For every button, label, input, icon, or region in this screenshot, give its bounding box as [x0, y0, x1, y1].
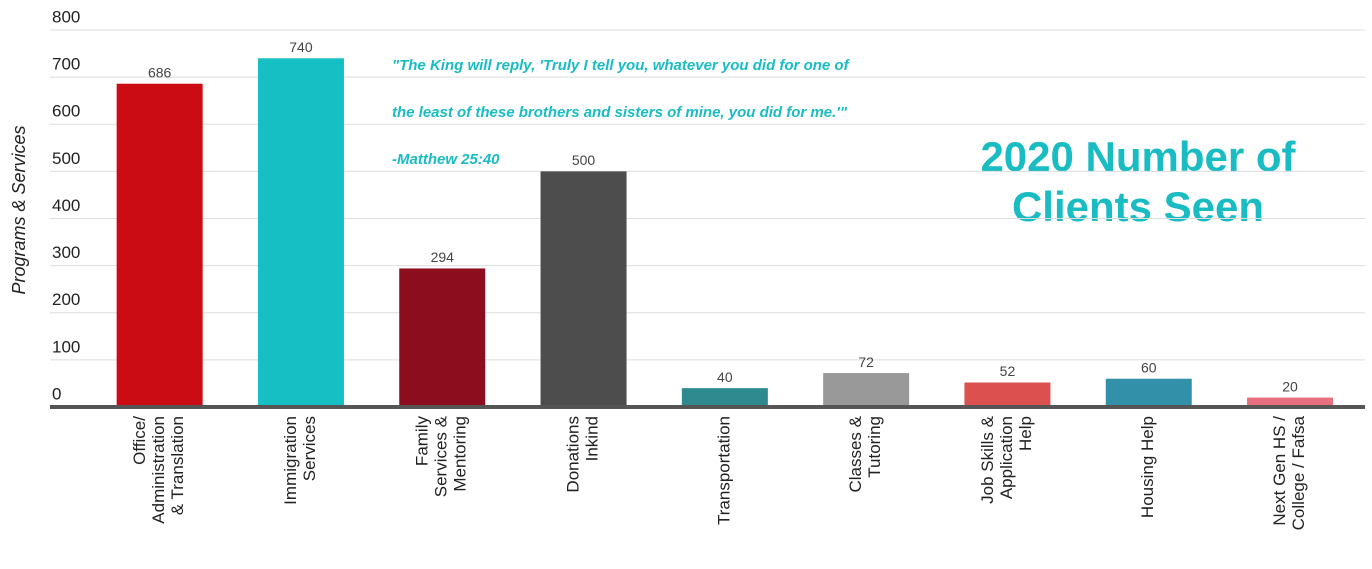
annotation: "The King will reply, 'Truly I tell you,…: [392, 57, 851, 74]
bar: [681, 388, 768, 407]
x-tick-label: Donations: [564, 416, 583, 493]
x-tick-label: Inkind: [583, 416, 602, 461]
y-tick-label: 700: [52, 55, 80, 74]
y-tick-label: 300: [52, 243, 80, 262]
x-tick-label: Classes &: [846, 415, 865, 492]
x-tick-label: Immigration: [281, 416, 300, 505]
y-tick-label: 400: [52, 196, 80, 215]
y-tick-label: 800: [52, 7, 80, 26]
value-label: 740: [289, 39, 313, 55]
x-tick-label: Housing Help: [1138, 416, 1157, 518]
annotation: the least of these brothers and sisters …: [392, 104, 848, 121]
y-axis-label: Programs & Services: [9, 125, 29, 294]
chart-title: Clients Seen: [1012, 183, 1264, 230]
x-tick-label: Help: [1016, 416, 1035, 451]
x-tick-label: Job Skills &: [978, 415, 997, 504]
bar: [1105, 378, 1192, 407]
value-label: 686: [148, 64, 172, 80]
bar: [964, 382, 1051, 407]
bar: [823, 373, 910, 407]
x-tick-label: Tutoring: [865, 416, 884, 478]
x-tick-label: Next Gen HS /: [1270, 416, 1289, 526]
bar: [1247, 397, 1334, 407]
x-tick-label: Application: [997, 416, 1016, 499]
value-label: 20: [1282, 378, 1298, 394]
bar: [399, 268, 486, 407]
y-tick-label: 600: [52, 102, 80, 121]
bar: [540, 171, 627, 407]
bar: [116, 83, 203, 407]
y-tick-label: 500: [52, 149, 80, 168]
value-label: 294: [431, 249, 455, 265]
y-tick-label: 100: [52, 337, 80, 356]
x-tick-label: College / Fafsa: [1289, 415, 1308, 530]
value-label: 500: [572, 152, 596, 168]
value-label: 40: [717, 369, 733, 385]
y-tick-label: 200: [52, 290, 80, 309]
x-tick-label: Administration: [149, 416, 168, 524]
annotation: -Matthew 25:40: [392, 151, 500, 168]
chart-title: 2020 Number of: [980, 133, 1296, 180]
x-tick-label: Mentoring: [451, 416, 470, 492]
x-tick-label: Transportation: [714, 416, 733, 525]
x-tick-label: Family: [413, 416, 432, 467]
bar: [257, 58, 344, 408]
value-label: 60: [1141, 359, 1157, 375]
x-tick-label: Office/: [130, 416, 149, 465]
x-tick-label: & Translation: [168, 416, 187, 515]
value-label: 52: [1000, 363, 1016, 379]
y-tick-label: 0: [52, 384, 61, 403]
x-tick-label: Services: [300, 416, 319, 481]
value-label: 72: [858, 354, 874, 370]
x-tick-label: Services &: [432, 415, 451, 497]
